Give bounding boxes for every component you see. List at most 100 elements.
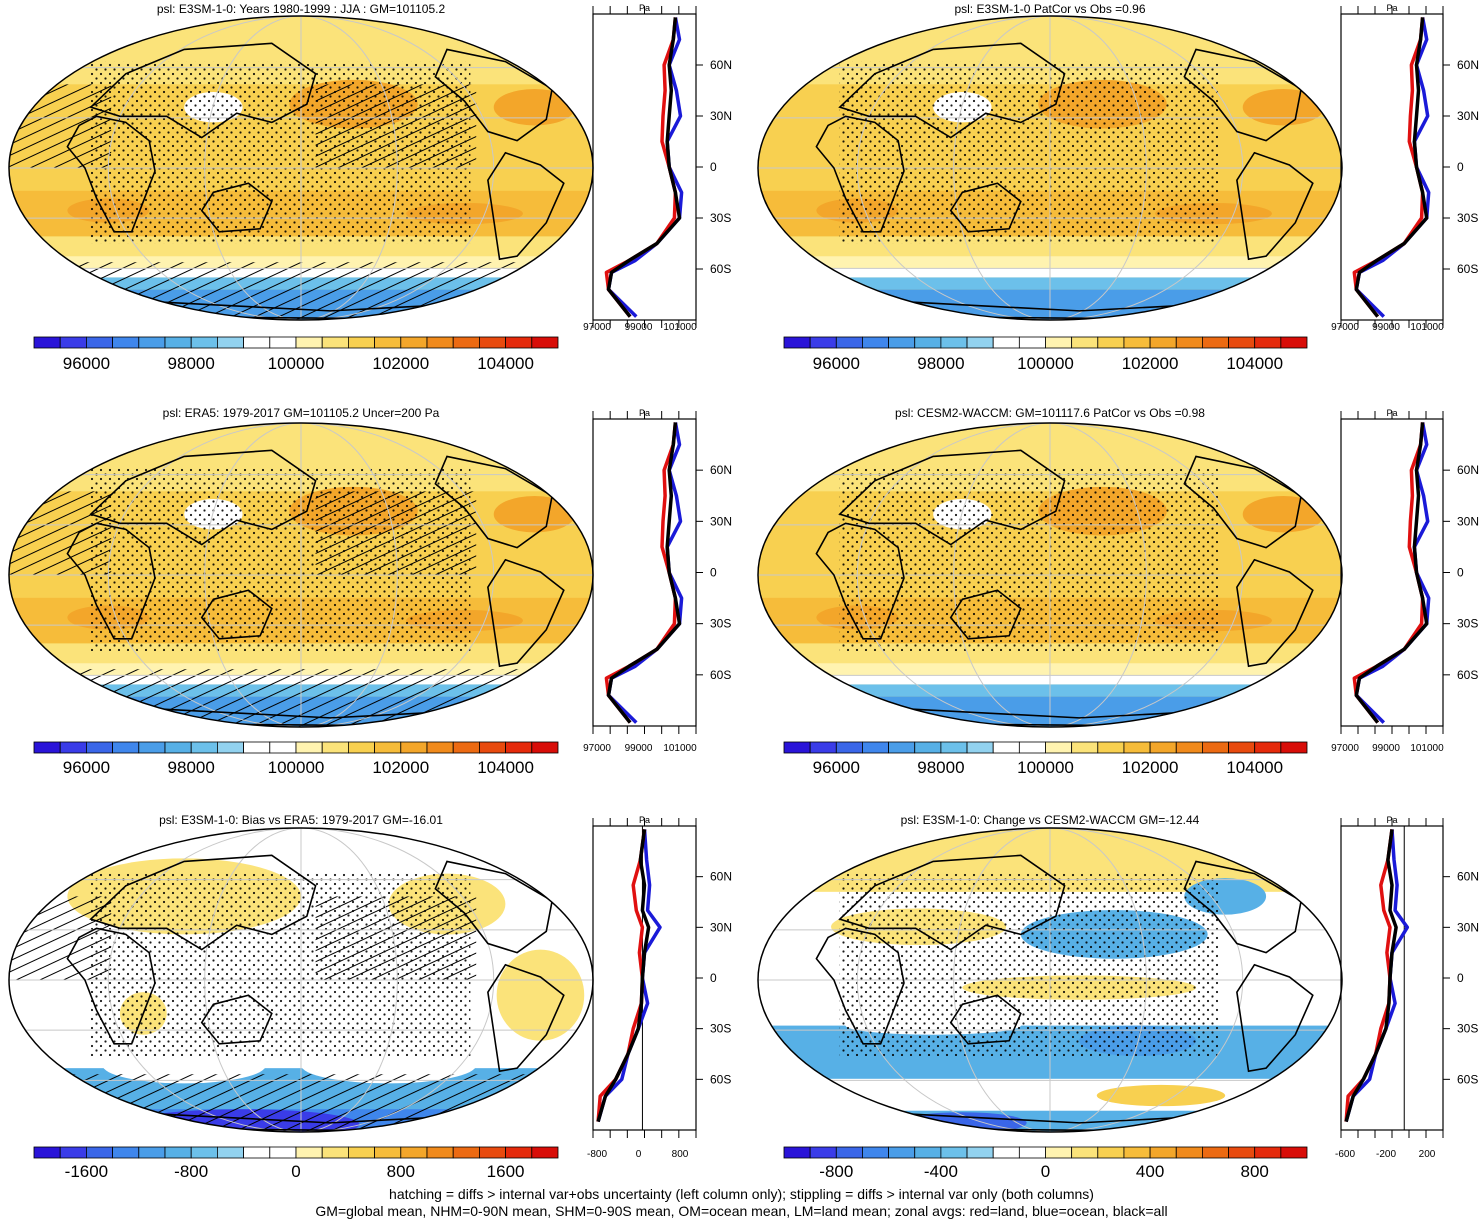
colorbar-bin bbox=[216, 336, 244, 349]
colorbar-bin bbox=[478, 1146, 506, 1159]
footer-line-1: hatching = diffs > internal var+obs unce… bbox=[389, 1186, 1094, 1202]
map-border bbox=[757, 15, 1343, 321]
colorbar-tick-label: 102000 bbox=[372, 758, 429, 777]
zonal-lat-label: 0 bbox=[710, 971, 717, 985]
zonal-lat-label: 60N bbox=[710, 58, 732, 72]
colorbar-bin bbox=[505, 741, 533, 754]
colorbar-bin bbox=[269, 741, 297, 754]
stippling bbox=[839, 873, 1220, 1056]
zonal-x-tick-label: -800 bbox=[587, 1149, 607, 1160]
colorbar-bin bbox=[1018, 336, 1046, 349]
zonal-x-tick-label: 800 bbox=[672, 1149, 689, 1160]
colorbar-bin bbox=[888, 1146, 916, 1159]
map-border bbox=[757, 827, 1343, 1133]
zonal-x-tick-label: 99000 bbox=[625, 322, 653, 333]
colorbar-bin bbox=[426, 741, 454, 754]
colorbar-bin bbox=[374, 741, 402, 754]
zonal-lat-label: 30N bbox=[710, 920, 732, 934]
stippling bbox=[839, 61, 1220, 244]
colorbar-bin bbox=[295, 336, 323, 349]
zonal-lat-label: 0 bbox=[1457, 971, 1464, 985]
colorbar-bin bbox=[112, 741, 140, 754]
panel-title: psl: E3SM-1-0: Bias vs ERA5: 1979-2017 G… bbox=[159, 813, 443, 827]
colorbar-bin bbox=[1071, 741, 1099, 754]
colorbar-bin bbox=[112, 336, 140, 349]
colorbar-bin bbox=[1123, 336, 1151, 349]
colorbar-bin bbox=[478, 336, 506, 349]
colorbar-bin bbox=[1149, 741, 1177, 754]
colorbar-tick-label: 102000 bbox=[372, 354, 429, 373]
zonal-lat-label: 30S bbox=[710, 1022, 731, 1036]
zonal-lat-label: 30S bbox=[1457, 211, 1478, 225]
colorbar-bin bbox=[1071, 336, 1099, 349]
colorbar-bin bbox=[86, 336, 114, 349]
colorbar: -800 -400 0 400 800 bbox=[783, 1146, 1308, 1181]
zonal-all-line bbox=[606, 422, 682, 724]
zonal-lat-label: 60N bbox=[1457, 463, 1479, 477]
zonal-lat-label: 30N bbox=[710, 514, 732, 528]
colorbar-bin bbox=[33, 741, 61, 754]
colorbar-bin bbox=[295, 1146, 323, 1159]
panel-title: psl: E3SM-1-0: Change vs CESM2-WACCM GM=… bbox=[901, 813, 1200, 827]
colorbar-tick-label: 0 bbox=[1041, 1162, 1050, 1181]
colorbar-bin bbox=[321, 1146, 349, 1159]
colorbar-bin bbox=[940, 741, 968, 754]
colorbar-tick-label: 100000 bbox=[268, 758, 325, 777]
colorbar-tick-label: 800 bbox=[1241, 1162, 1269, 1181]
colorbar-tick-label: 98000 bbox=[917, 354, 964, 373]
colorbar-tick-label: 104000 bbox=[1226, 758, 1283, 777]
colorbar-bin bbox=[1175, 1146, 1203, 1159]
colorbar-bin bbox=[1280, 336, 1308, 349]
zonal-lat-label: 30N bbox=[1457, 920, 1479, 934]
zonal-lat-label: 0 bbox=[1457, 566, 1464, 580]
colorbar-bin bbox=[1045, 1146, 1073, 1159]
panel-1: psl: E3SM-1-0: Years 1980-1999 : JJA : G… bbox=[8, 2, 732, 373]
colorbar-bin bbox=[1228, 1146, 1256, 1159]
colorbar-bin bbox=[914, 1146, 942, 1159]
colorbar-bin bbox=[531, 1146, 559, 1159]
colorbar-bin bbox=[1175, 336, 1203, 349]
zonal-all-line bbox=[606, 17, 682, 318]
colorbar-bin bbox=[1280, 741, 1308, 754]
zonal-x-tick-label: -200 bbox=[1376, 1149, 1396, 1160]
colorbar-bin bbox=[400, 741, 428, 754]
colorbar-bin bbox=[216, 741, 244, 754]
colorbar-bin bbox=[914, 336, 942, 349]
colorbar-bin bbox=[400, 1146, 428, 1159]
colorbar-bin bbox=[1018, 741, 1046, 754]
colorbar-bin bbox=[862, 336, 890, 349]
zonal-lat-label: 30S bbox=[710, 211, 731, 225]
colorbar-bin bbox=[835, 1146, 863, 1159]
colorbar-bin bbox=[1071, 1146, 1099, 1159]
zonal-lat-label: 30S bbox=[710, 617, 731, 631]
colorbar-bin bbox=[1202, 336, 1229, 349]
colorbar-bin bbox=[1045, 336, 1073, 349]
map-field bbox=[9, 828, 593, 1132]
colorbar-bin bbox=[1097, 741, 1125, 754]
panel-title: psl: ERA5: 1979-2017 GM=101105.2 Uncer=2… bbox=[163, 406, 440, 420]
zonal-lat-label: 30S bbox=[1457, 1022, 1478, 1036]
panel-3: psl: ERA5: 1979-2017 GM=101105.2 Uncer=2… bbox=[8, 406, 732, 777]
panel-5: psl: E3SM-1-0: Bias vs ERA5: 1979-2017 G… bbox=[8, 813, 732, 1181]
colorbar-bin bbox=[1018, 1146, 1046, 1159]
colorbar-bin bbox=[862, 1146, 890, 1159]
colorbar-bin bbox=[59, 741, 87, 754]
colorbar-bin bbox=[33, 1146, 61, 1159]
colorbar-tick-label: 102000 bbox=[1122, 758, 1179, 777]
colorbar-bin bbox=[269, 336, 297, 349]
colorbar-bin bbox=[452, 336, 480, 349]
colorbar-bin bbox=[190, 1146, 218, 1159]
zonal-all-line bbox=[1344, 829, 1398, 1123]
colorbar-bin bbox=[1123, 741, 1151, 754]
colorbar-bin bbox=[835, 336, 863, 349]
colorbar-bin bbox=[426, 336, 454, 349]
zonal-lat-label: 60S bbox=[1457, 262, 1478, 276]
colorbar-bin bbox=[86, 741, 114, 754]
zonal-x-tick-label: 97000 bbox=[1331, 322, 1359, 333]
colorbar-bin bbox=[33, 336, 61, 349]
colorbar-bin bbox=[1123, 1146, 1151, 1159]
